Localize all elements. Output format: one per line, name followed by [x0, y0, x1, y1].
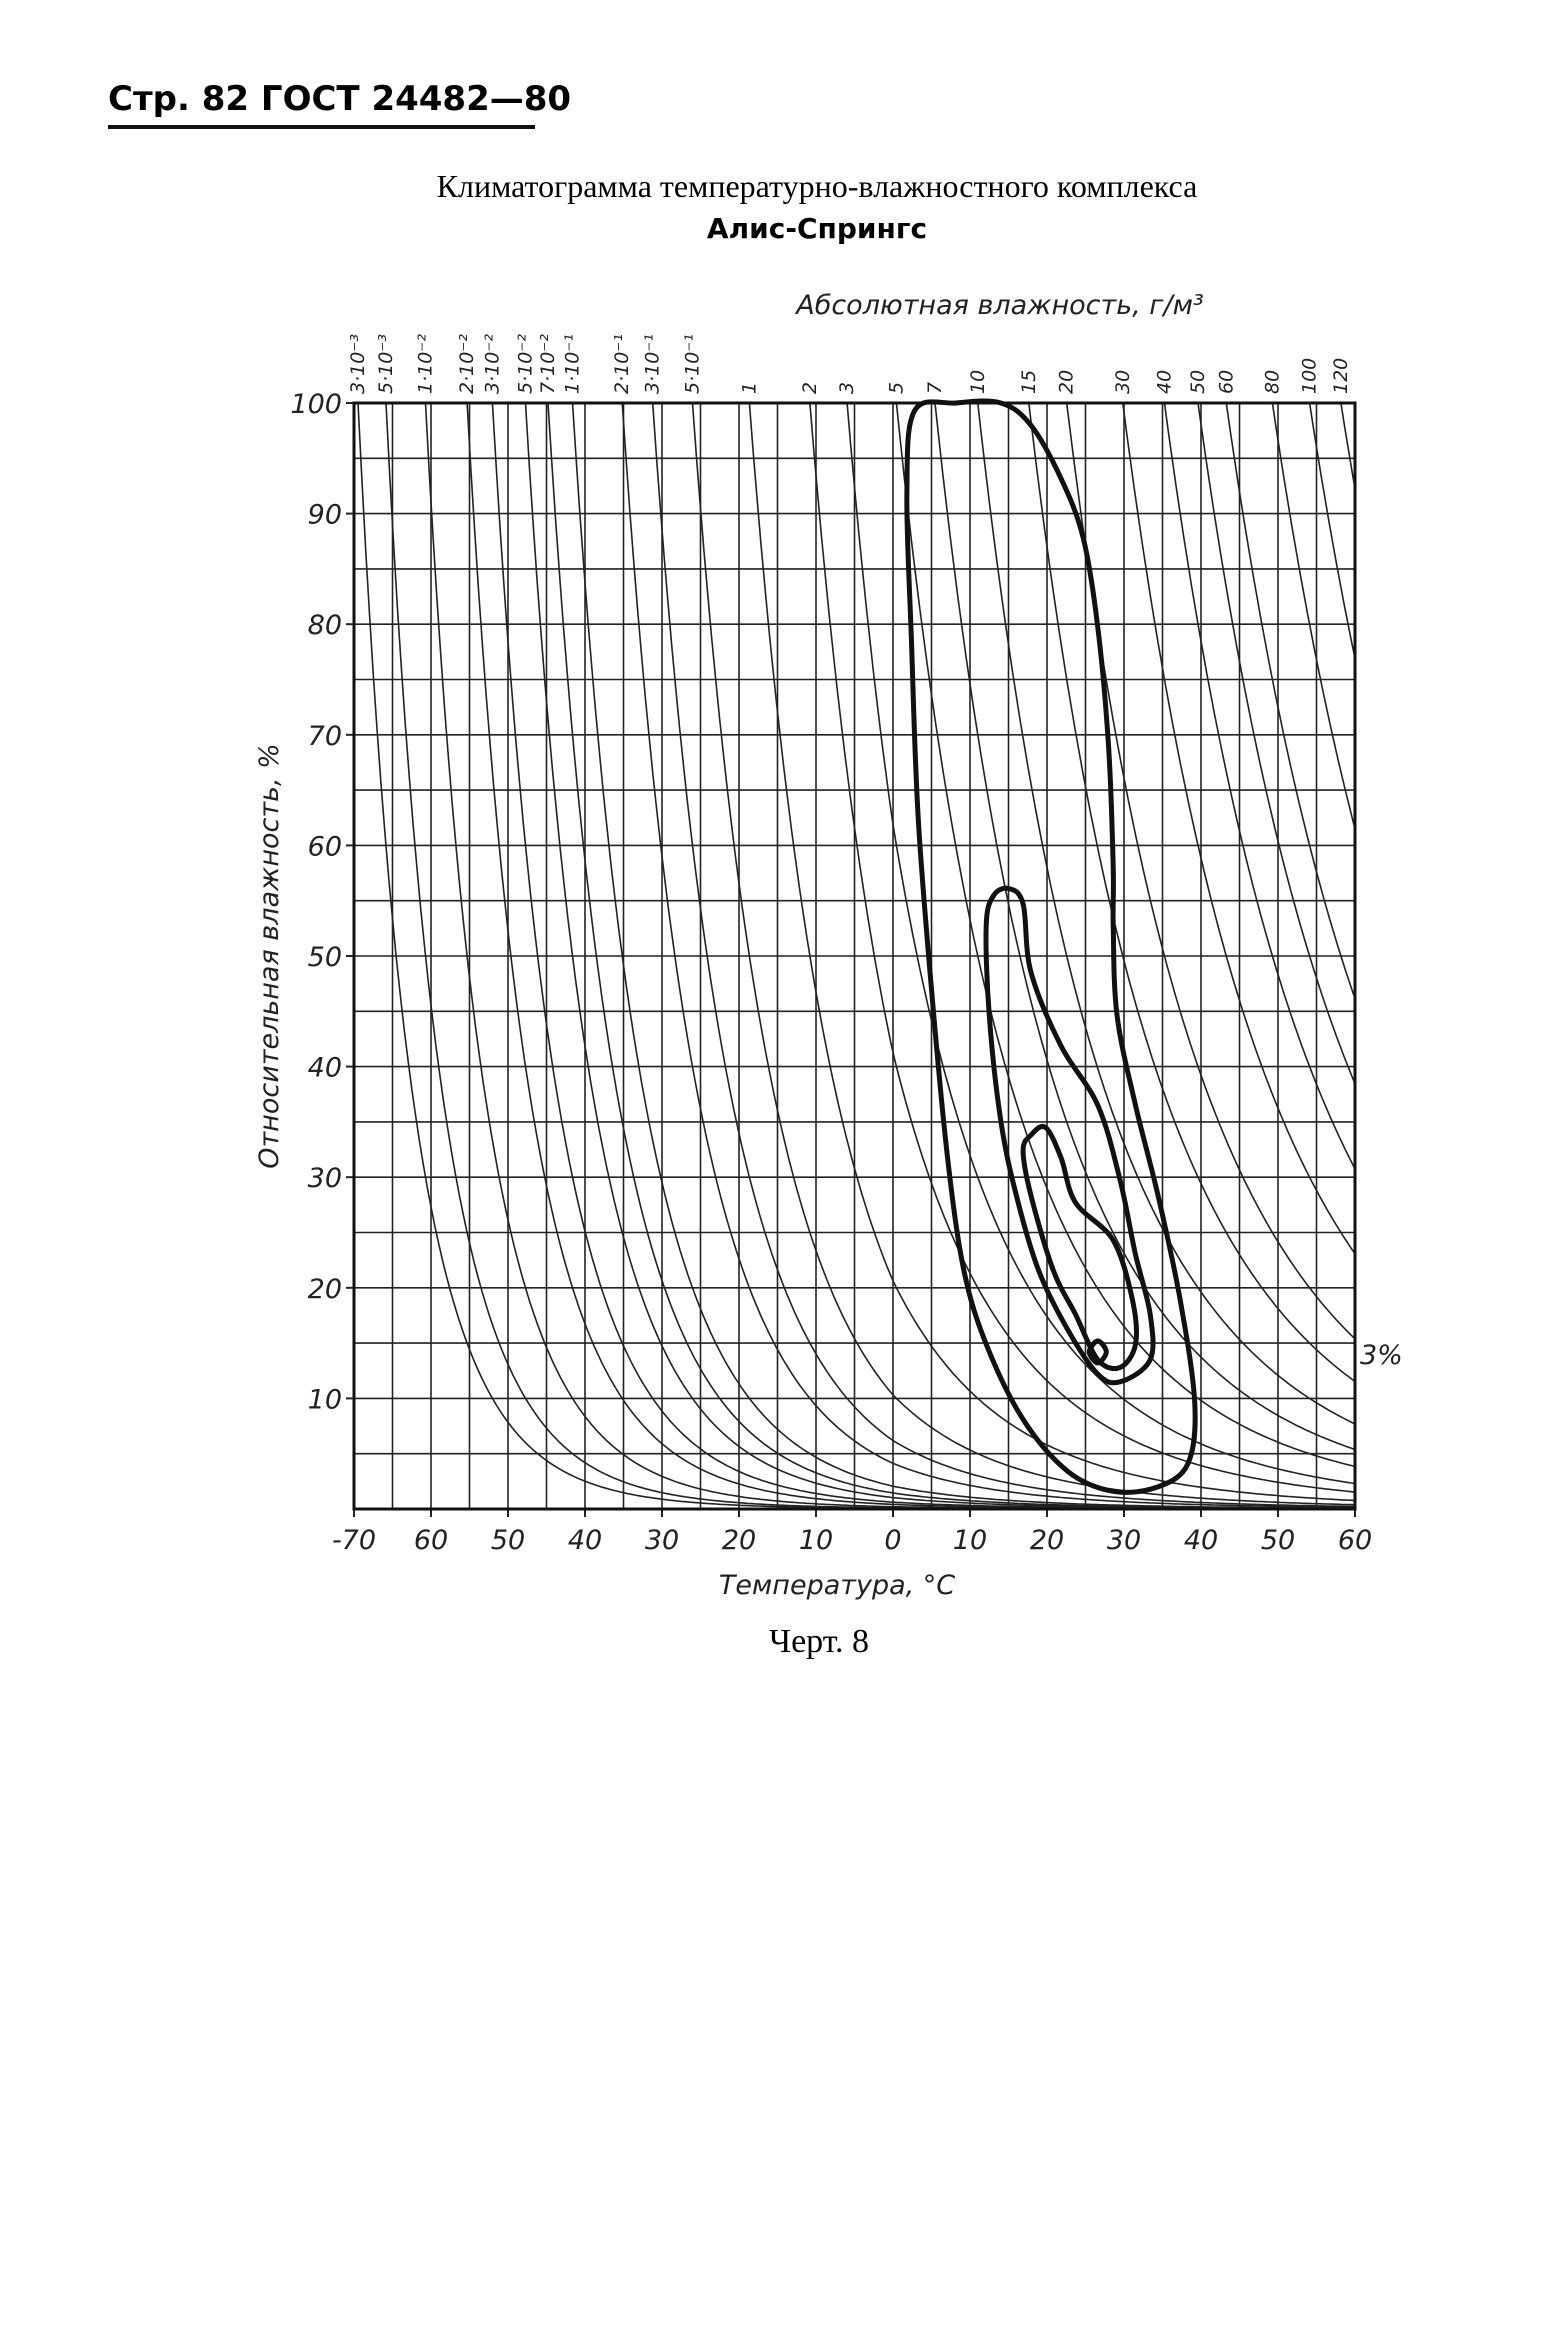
absolute-humidity-label: 7	[924, 382, 946, 394]
x-axis-label: Температура, °C	[719, 1570, 955, 1601]
y-tick-label: 40	[308, 1053, 342, 1084]
y-tick-label: 90	[308, 500, 342, 531]
absolute-humidity-label: 2	[799, 382, 821, 394]
x-tick-label: 30	[645, 1525, 679, 1556]
y-tick-label: 70	[308, 721, 342, 752]
absolute-humidity-label: 40	[1153, 370, 1175, 394]
absolute-humidity-label: 100	[1299, 358, 1321, 394]
figure-caption: Черт. 8	[769, 1623, 869, 1660]
absolute-humidity-label: 3	[836, 382, 858, 394]
absolute-humidity-label: 60	[1215, 370, 1237, 394]
absolute-humidity-curve	[1028, 403, 1355, 1383]
absolute-humidity-curve	[977, 403, 1355, 1425]
absolute-humidity-curve	[691, 403, 1355, 1506]
absolute-humidity-label: 5	[885, 382, 907, 394]
x-tick-label: 60	[1338, 1525, 1372, 1556]
absolute-humidity-label: 120	[1330, 358, 1352, 394]
grid	[353, 402, 1356, 1510]
absolute-humidity-label: 5·10⁻³	[375, 334, 397, 394]
absolute-humidity-label: 7·10⁻²	[537, 334, 559, 394]
y-tick-label: 60	[308, 831, 342, 862]
x-tick-label: 40	[568, 1525, 602, 1556]
absolute-humidity-label: 30	[1112, 370, 1134, 394]
top-axis-label: Абсолютная влажность, г/м³	[794, 290, 1204, 321]
absolute-humidity-label: 3·10⁻¹	[642, 334, 664, 394]
contour	[1020, 1124, 1139, 1372]
contour	[1086, 1338, 1109, 1366]
y-tick-label: 50	[308, 942, 342, 973]
absolute-humidity-curve	[1308, 403, 1355, 663]
absolute-humidity-curve	[621, 403, 1355, 1509]
x-tick-label: 60	[414, 1525, 448, 1556]
contours	[904, 398, 1198, 1495]
absolute-humidity-label: 5·10⁻²	[514, 334, 536, 394]
x-tick-label: 10	[953, 1525, 987, 1556]
absolute-humidity-curve	[1197, 403, 1355, 1086]
y-tick-label: 10	[308, 1384, 342, 1415]
plot-frame	[352, 401, 1357, 1511]
absolute-humidity-curve	[895, 403, 1355, 1468]
chart-title: Климатограмма температурно-влажностного …	[437, 168, 1198, 204]
absolute-humidity-curve	[1065, 403, 1355, 1340]
y-axis-label: Относительная влажность, %	[254, 743, 285, 1169]
absolute-humidity-label: 10	[967, 370, 989, 394]
x-tick-label: 20	[722, 1525, 756, 1556]
absolute-humidity-label: 3·10⁻³	[347, 334, 369, 394]
absolute-humidity-curve	[651, 403, 1355, 1508]
x-tick-label: 50	[491, 1525, 525, 1556]
absolute-humidity-label: 3·10⁻²	[481, 334, 503, 394]
x-tick-label: 20	[1030, 1525, 1064, 1556]
x-tick-label: 10	[799, 1525, 833, 1556]
absolute-humidity-label: 15	[1018, 370, 1040, 394]
absolute-humidity-label: 1·10⁻¹	[562, 334, 584, 394]
x-tick-label: 30	[1107, 1525, 1141, 1556]
tick-labels: -70 60 50 40 30 20 10 0 10 20 30 40 50 60102030405060…	[290, 334, 1372, 1556]
y-tick-label: 20	[308, 1274, 342, 1305]
y-tick-label: 80	[308, 610, 342, 641]
x-tick-label: 50	[1261, 1525, 1295, 1556]
absolute-humidity-label: 80	[1261, 370, 1283, 394]
absolute-humidity-label: 50	[1187, 370, 1209, 394]
absolute-humidity-curve	[1122, 403, 1355, 1256]
y-tick-label: 30	[308, 1163, 342, 1194]
y-tick-label: 100	[290, 389, 342, 420]
annotation: 3%	[1360, 1340, 1403, 1371]
absolute-humidity-curve	[846, 403, 1355, 1485]
page-header: Стр. 82 ГОСТ 24482—80	[108, 79, 571, 119]
absolute-humidity-label: 2·10⁻¹	[611, 334, 633, 394]
absolute-humidity-label: 5·10⁻¹	[681, 334, 703, 394]
x-tick-label: 0	[884, 1525, 901, 1556]
absolute-humidity-label: 20	[1056, 370, 1078, 394]
absolute-humidity-curve	[809, 403, 1355, 1493]
absolute-humidity-curve	[748, 403, 1355, 1502]
absolute-humidity-label: 2·10⁻²	[456, 334, 478, 394]
absolute-humidity-curve	[1163, 403, 1355, 1171]
absolute-humidity-curve	[1225, 403, 1355, 1002]
contour	[904, 398, 1198, 1495]
absolute-humidity-label: 1	[738, 382, 760, 394]
absolute-humidity-label: 1·10⁻²	[414, 334, 436, 394]
x-tick-label: -70	[332, 1525, 376, 1556]
absolute-humidity-curve	[1271, 403, 1355, 832]
absolute-humidity-curve	[571, 403, 1355, 1509]
contour	[983, 885, 1156, 1386]
chart-subtitle: Алис-Спрингс	[707, 212, 927, 245]
x-tick-label: 40	[1184, 1525, 1218, 1556]
